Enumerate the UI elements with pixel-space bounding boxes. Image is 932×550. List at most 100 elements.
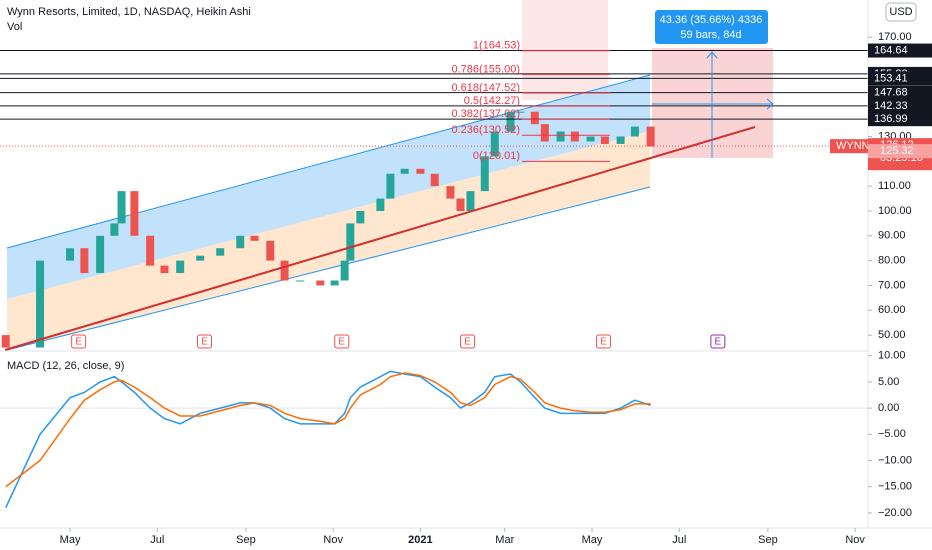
candle — [117, 191, 126, 224]
candle — [540, 124, 549, 142]
y-tick-label: 70.00 — [878, 279, 906, 291]
price-level-label: 153.41 — [874, 72, 908, 84]
x-tick-label: Nov — [845, 534, 865, 546]
earnings-label: E — [715, 337, 722, 348]
y-tick-label: 5.00 — [878, 376, 899, 388]
candle — [386, 173, 395, 199]
macd-line — [5, 372, 651, 488]
candle — [490, 131, 499, 157]
channel-upper — [7, 75, 650, 299]
short-zone — [522, 0, 608, 100]
fib-label: 0(120.01) — [473, 150, 520, 162]
earnings-icon — [196, 334, 212, 349]
price-level-tag — [868, 71, 932, 86]
arrow-head — [706, 51, 718, 59]
candle — [266, 240, 275, 261]
candle — [516, 111, 525, 113]
candle — [280, 260, 289, 281]
candle — [646, 126, 655, 147]
candle — [330, 280, 339, 286]
earnings-label: E — [600, 337, 607, 348]
y-tick-label: 0.00 — [878, 402, 899, 414]
earnings-icon — [460, 334, 476, 349]
price-level-tag — [868, 98, 932, 113]
candle — [400, 168, 409, 174]
volume-label: Vol — [7, 21, 22, 33]
chart-title: Wynn Resorts, Limited, 1D, NASDAQ, Heiki… — [7, 6, 251, 18]
candle — [506, 111, 515, 132]
candle — [160, 265, 169, 274]
candle — [556, 131, 565, 142]
fib-label: 0.618(147.52) — [452, 82, 521, 94]
fib-label: 0.236(130.52) — [452, 124, 521, 136]
x-tick-label: Sep — [236, 534, 256, 546]
fib-label: 0.382(137.02) — [452, 108, 521, 120]
earnings-label: E — [75, 337, 82, 348]
y-tick-label: 110.00 — [878, 180, 911, 192]
candle — [376, 198, 385, 211]
currency-button[interactable] — [885, 2, 917, 22]
price-level-tag — [868, 112, 932, 127]
price-level-tag — [868, 85, 932, 100]
y-tick-label: −15.00 — [878, 481, 912, 493]
y-tick-label: −20.00 — [878, 507, 912, 519]
earnings-label: E — [201, 337, 208, 348]
candle — [630, 126, 639, 137]
y-tick-label: 100.00 — [878, 205, 912, 217]
candle — [110, 223, 119, 236]
trend-line — [4, 126, 756, 351]
channel-bottom — [6, 186, 651, 351]
price-level-label: 136.99 — [874, 113, 908, 125]
price-level-tag — [868, 43, 932, 58]
y-tick-label: −5.00 — [878, 428, 906, 440]
candle — [236, 235, 245, 249]
candle — [466, 191, 475, 211]
fib-label: 1(164.53) — [473, 40, 520, 52]
x-tick-label: Jul — [672, 534, 686, 546]
price-level-label: 142.33 — [874, 100, 908, 112]
candle — [216, 248, 225, 256]
earnings-icon — [710, 334, 726, 349]
candle — [96, 235, 105, 274]
y-tick-label: −10.00 — [878, 454, 912, 466]
earnings-label: E — [464, 337, 471, 348]
candle — [430, 173, 439, 187]
y-tick-label: 90.00 — [878, 230, 906, 242]
macd-title: MACD (12, 26, close, 9) — [7, 360, 124, 372]
y-tick-label: 50.00 — [878, 329, 906, 341]
candle — [530, 111, 539, 125]
x-tick-label: Sep — [758, 534, 778, 546]
earnings-icon — [334, 334, 350, 349]
earnings-label: E — [338, 337, 345, 348]
price-level-label: 164.64 — [874, 44, 908, 56]
arrow-head — [766, 98, 774, 110]
price-level-label: 147.68 — [874, 87, 908, 99]
candle — [340, 260, 349, 281]
candle — [356, 210, 365, 224]
candle — [196, 255, 205, 261]
x-tick-label: Jul — [150, 534, 164, 546]
channel-lower — [7, 131, 650, 350]
candle — [346, 223, 355, 261]
y-tick-label: 10.00 — [878, 350, 906, 362]
x-tick-label: May — [582, 534, 603, 546]
currency[interactable]: USD — [889, 6, 912, 18]
measure-change: 43.36 (35.66%) 4336 — [660, 14, 763, 26]
macd-line — [5, 370, 651, 509]
earnings-icon — [71, 334, 87, 349]
prev-close-tag — [868, 144, 932, 159]
candle — [316, 280, 325, 286]
candle — [416, 168, 425, 174]
candle — [1, 335, 10, 348]
symbol: WYNN — [836, 140, 870, 152]
x-tick-label: 2021 — [408, 534, 432, 546]
candle — [616, 136, 625, 144]
y-tick-label: 60.00 — [878, 304, 906, 316]
candle — [446, 186, 455, 199]
candle — [570, 131, 579, 142]
y-tick-label: 170.00 — [878, 31, 912, 43]
candle — [480, 156, 489, 192]
fib-label: 0.786(155.00) — [452, 63, 521, 75]
x-tick-label: May — [60, 534, 81, 546]
